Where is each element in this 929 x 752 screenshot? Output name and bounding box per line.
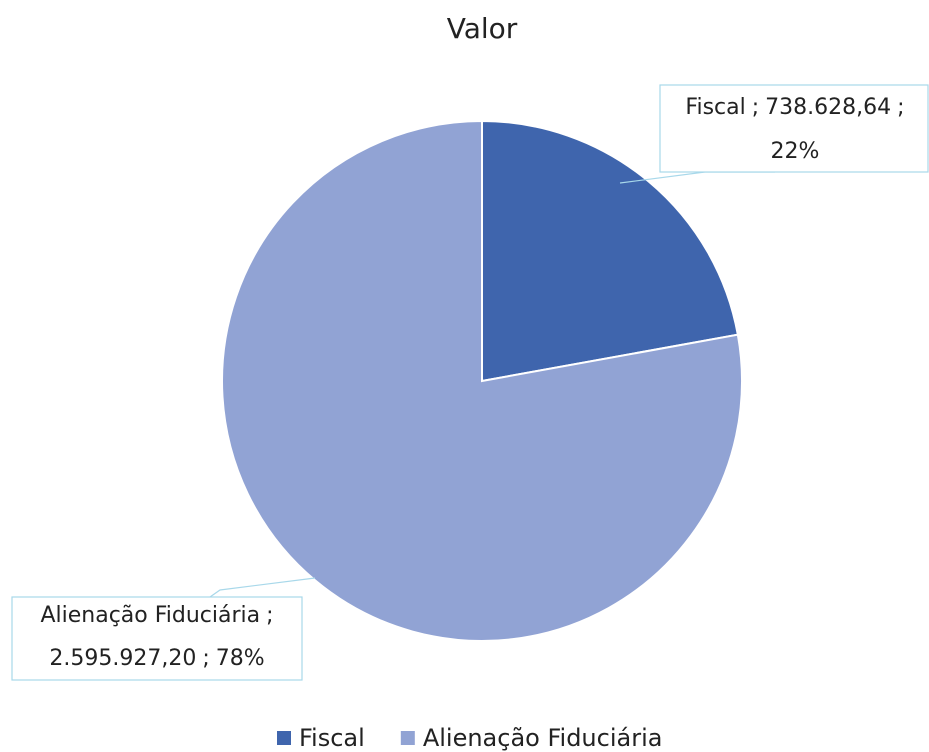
data-label: Alienação Fiduciária; [40, 603, 273, 628]
pie-slice [221, 119, 743, 642]
data-label: Fiscal; 738.628,64; [685, 95, 904, 120]
legend-swatch [400, 731, 415, 745]
data-label-part: 22% [771, 139, 820, 164]
data-label-part: ; [752, 95, 759, 120]
data-label: 2.595.927,20; 78% [49, 646, 264, 671]
data-label-part: Fiscal [685, 95, 745, 120]
data-label: 22% [771, 139, 820, 164]
label-box [659, 84, 929, 173]
legend-swatch [277, 731, 291, 745]
pie-slice [481, 119, 740, 383]
data-label-part: ; [897, 95, 904, 120]
data-label-part: ; [202, 646, 209, 671]
data-label-part: 2.595.927,20 [49, 646, 196, 671]
legend-label: Alienação Fiduciária [423, 724, 663, 752]
data-label-part: 738.628,64 [765, 95, 891, 120]
data-label-part: Alienação Fiduciária [40, 603, 260, 628]
data-label-part: 78% [216, 646, 265, 671]
data-label-part: ; [266, 603, 273, 628]
legend-label: Fiscal [299, 724, 365, 752]
chart-title: Valor [447, 12, 518, 45]
label-box [11, 596, 303, 681]
leader-line [209, 577, 316, 598]
